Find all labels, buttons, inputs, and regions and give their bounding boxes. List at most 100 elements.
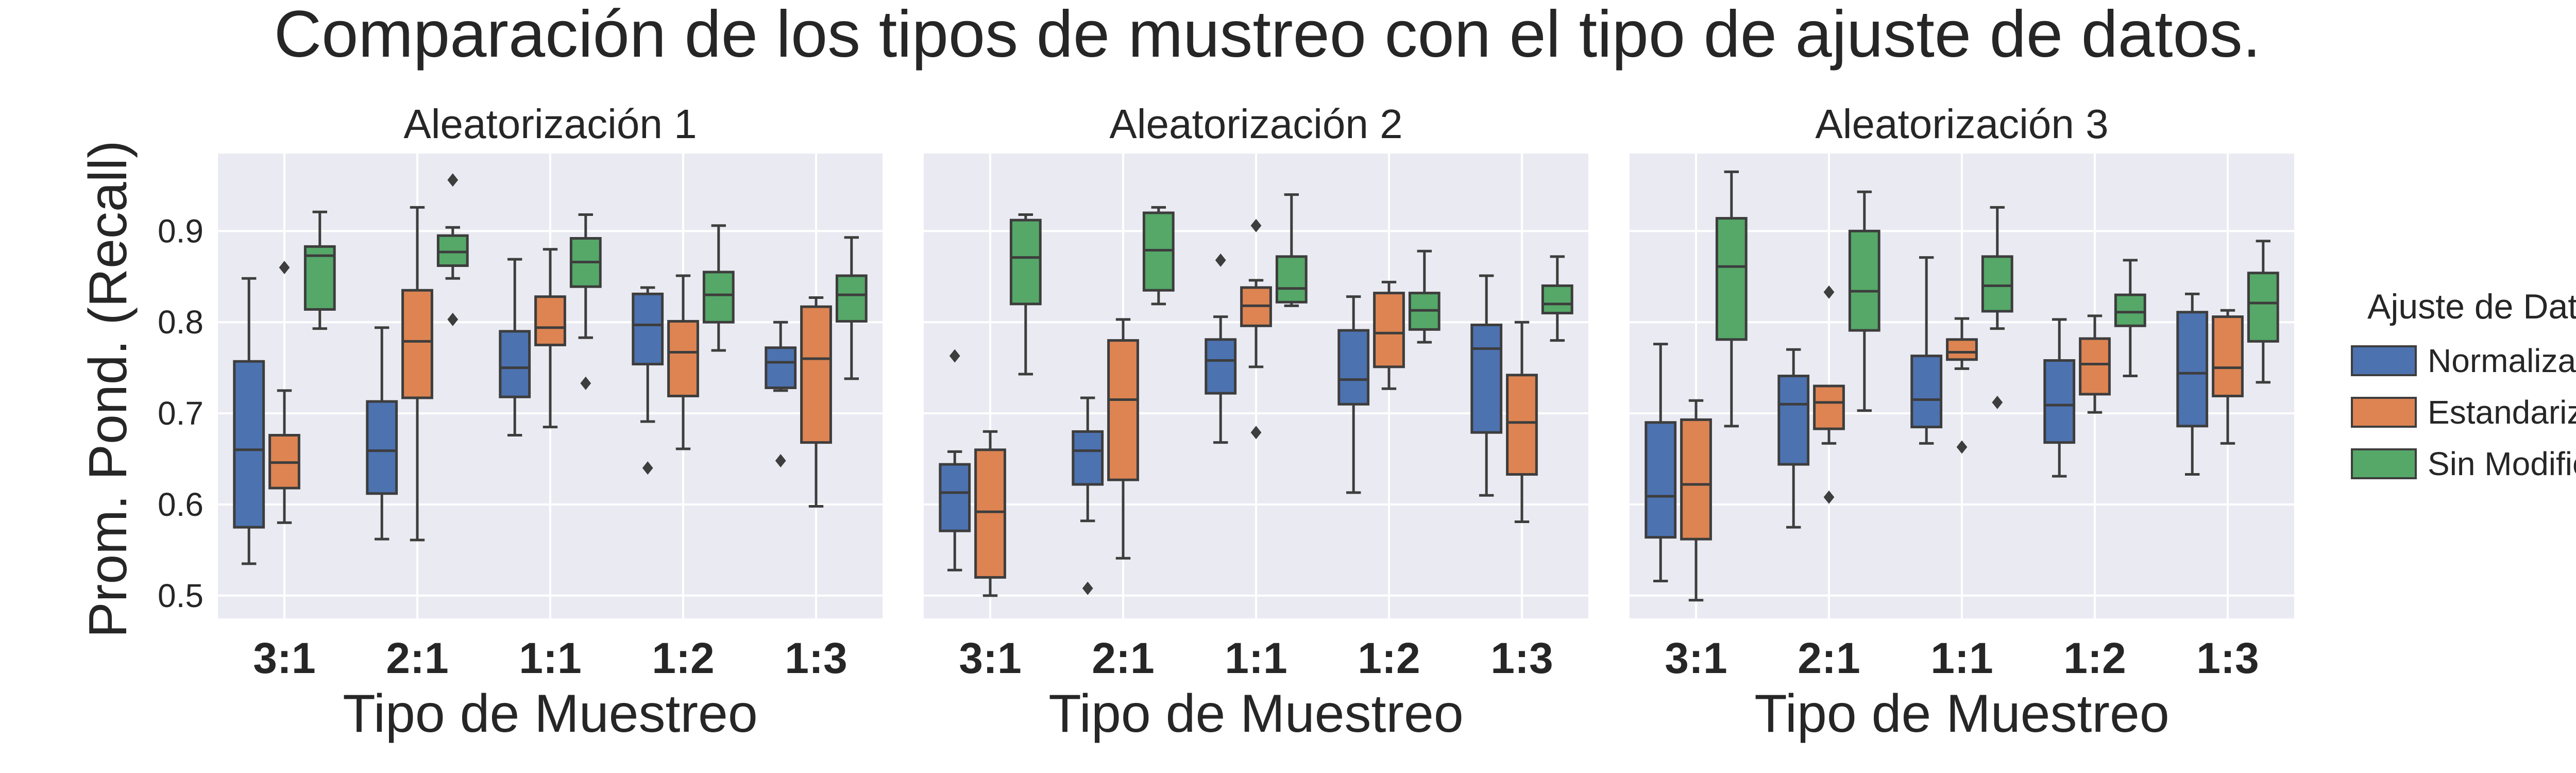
- box-body: [800, 305, 832, 444]
- box-normalizados: [1910, 256, 1943, 445]
- box-estandarizados: [667, 274, 699, 450]
- x-tick-label: 2:1: [1092, 634, 1154, 682]
- box-body: [1506, 374, 1538, 476]
- box-sin-modificación: [1009, 213, 1042, 376]
- x-tick-label: 2:1: [1798, 634, 1860, 682]
- box-body: [1910, 355, 1943, 429]
- box-body: [1205, 338, 1237, 395]
- box-body: [835, 274, 868, 323]
- box-normalizados: [499, 258, 531, 437]
- box-body: [233, 360, 265, 529]
- box-sin-modificación: [1275, 193, 1308, 307]
- box-body: [1470, 324, 1503, 434]
- panel-title: Aleatorización 1: [403, 101, 697, 147]
- outlier-point: [1823, 490, 1835, 504]
- box-estandarizados: [534, 248, 566, 429]
- box-normalizados: [1337, 295, 1370, 494]
- x-tick-label: 3:1: [959, 634, 1021, 682]
- legend-label: Normalizados: [2428, 342, 2576, 379]
- y-axis-label: Prom. Pond. (Recall): [78, 140, 138, 637]
- x-tick-label: 1:2: [2063, 634, 2126, 682]
- y-tick-label: 0.7: [158, 395, 204, 432]
- box-estandarizados: [1373, 280, 1405, 390]
- box-body: [2247, 272, 2279, 343]
- box-body: [1142, 211, 1175, 292]
- box-sin-modificación: [436, 173, 469, 326]
- box-estandarizados: [1680, 399, 1712, 602]
- box-estandarizados: [1107, 318, 1139, 560]
- box-normalizados: [366, 326, 398, 541]
- x-tick-label: 1:3: [2196, 634, 2259, 682]
- box-estandarizados: [974, 430, 1006, 597]
- outlier-point: [1823, 285, 1835, 299]
- box-estandarizados: [1506, 321, 1538, 524]
- outlier-point: [775, 454, 786, 468]
- box-sin-modificación: [303, 210, 336, 330]
- x-axis-label: Tipo de Muestreo: [1048, 684, 1463, 744]
- box-body: [1373, 292, 1405, 368]
- box-body: [765, 346, 797, 390]
- legend-item: Normalizados: [2351, 342, 2576, 379]
- box-estandarizados: [1240, 219, 1272, 440]
- x-tick-label: 1:2: [652, 634, 714, 682]
- box-body: [2114, 293, 2146, 327]
- y-tick-label: 0.9: [158, 212, 204, 249]
- box-body: [1848, 229, 1880, 332]
- box-sin-modificación: [1541, 255, 1573, 342]
- outlier-point: [1082, 581, 1093, 595]
- box-body: [1813, 384, 1845, 430]
- box-normalizados: [2176, 292, 2209, 476]
- box-estandarizados: [2212, 309, 2244, 445]
- box-body: [632, 292, 664, 366]
- y-tick-label: 0.6: [158, 486, 204, 523]
- legend-title: Ajuste de Datos: [2367, 287, 2576, 326]
- box-body: [1107, 339, 1139, 481]
- x-tick-label: 3:1: [1665, 634, 1727, 682]
- box-sin-modificación: [835, 236, 868, 380]
- outlier-point: [580, 376, 591, 390]
- box-body: [534, 295, 566, 346]
- panel-title: Aleatorización 3: [1815, 101, 2108, 147]
- box-sin-modificación: [2114, 259, 2146, 378]
- y-tick-label: 0.5: [158, 577, 204, 614]
- box-body: [2079, 337, 2111, 396]
- legend-label: Estandarizados: [2428, 394, 2576, 431]
- box-estandarizados: [2079, 314, 2111, 414]
- box-estandarizados: [800, 296, 832, 508]
- outlier-point: [1250, 219, 1262, 232]
- box-body: [939, 463, 971, 532]
- box-sin-modificación: [1715, 170, 1748, 428]
- box-normalizados: [1072, 396, 1104, 595]
- box-normalizados: [233, 277, 265, 565]
- box-normalizados: [765, 321, 797, 468]
- box-body: [1009, 219, 1042, 306]
- box-body: [499, 330, 531, 398]
- legend-swatch: [2351, 397, 2417, 428]
- chart-title: Comparación de los tipos de mustreo con …: [274, 0, 2261, 71]
- panel-title: Aleatorización 2: [1109, 101, 1402, 147]
- box-body: [1680, 418, 1712, 541]
- outlier-point: [1250, 426, 1262, 440]
- outlier-point: [1956, 440, 1968, 454]
- box-body: [1777, 375, 1810, 466]
- legend-swatch: [2351, 448, 2417, 479]
- x-tick-label: 1:3: [1490, 634, 1553, 682]
- box-estandarizados: [1946, 317, 1978, 454]
- box-estandarizados: [268, 261, 300, 524]
- box-body: [1946, 338, 1978, 361]
- x-tick-label: 1:1: [1930, 634, 1993, 682]
- box-normalizados: [939, 349, 971, 572]
- outlier-point: [1215, 253, 1226, 267]
- outlier-point: [1992, 395, 2003, 409]
- box-body: [702, 271, 735, 324]
- x-tick-label: 3:1: [253, 634, 315, 682]
- box-body: [1541, 284, 1573, 315]
- outlier-point: [642, 461, 653, 475]
- panel-2: Aleatorización 2 3:1 2:1 1:1 1:2 1:3 Tipo de M…: [924, 101, 1588, 744]
- legend-label: Sin Modificación: [2428, 445, 2576, 482]
- box-sin-modificación: [1142, 206, 1175, 306]
- x-tick-label: 1:3: [785, 634, 847, 682]
- box-normalizados: [1777, 348, 1810, 529]
- box-body: [1275, 255, 1308, 304]
- box-estandarizados: [401, 206, 433, 542]
